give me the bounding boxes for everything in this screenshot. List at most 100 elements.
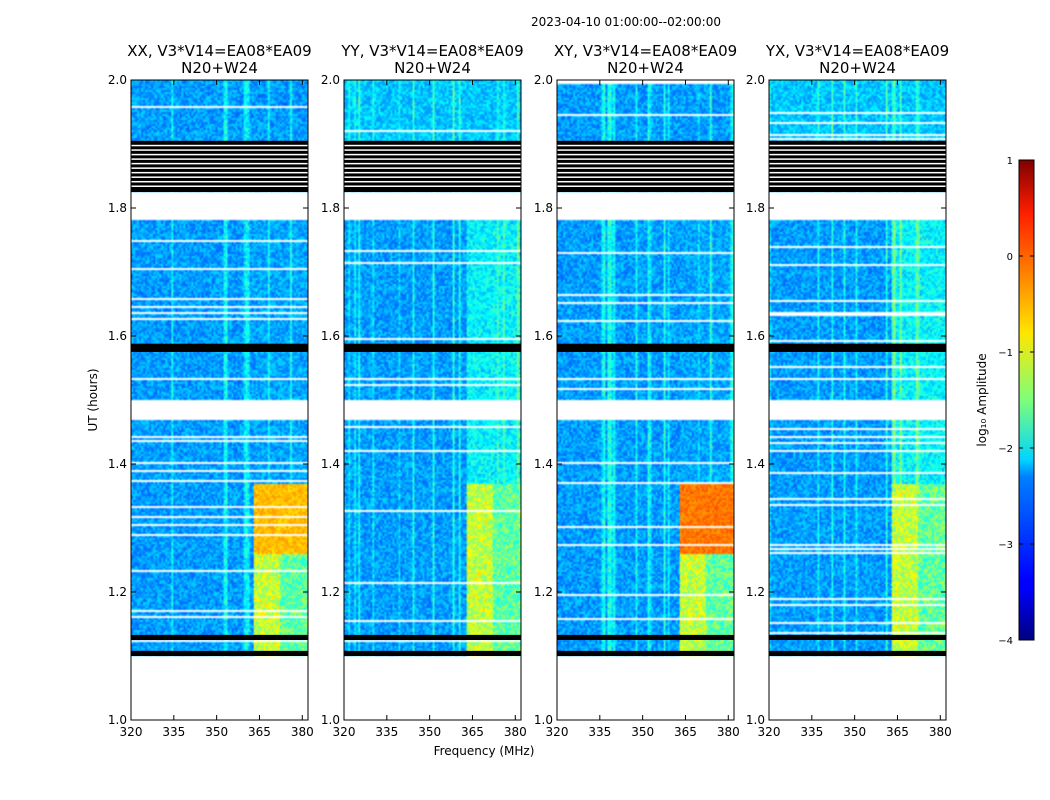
x-tick-label: 335 xyxy=(162,725,185,739)
x-tick-label: 380 xyxy=(929,725,952,739)
panel-1: 320 335 350 365 380 1.0 1.2 1.4 1.6 1.8 2.0XX, V3*… xyxy=(108,42,314,739)
panel-subtitle: N20+W24 xyxy=(819,59,896,77)
flag-gap-line xyxy=(131,158,308,160)
flag-gap-line xyxy=(344,162,521,165)
flag-gap-line xyxy=(344,149,521,151)
flag-gap-line xyxy=(131,162,308,165)
colorbar-tick-label: −3 xyxy=(998,540,1013,551)
colorbar-tick-label: −1 xyxy=(998,348,1013,359)
flagged-band xyxy=(769,650,946,656)
plot-frame xyxy=(130,79,309,721)
flag-gap-line xyxy=(769,158,946,160)
y-tick-label: 1.8 xyxy=(746,201,765,215)
y-tick-label: 1.0 xyxy=(108,713,127,727)
y-tick-label: 1.2 xyxy=(534,585,553,599)
flagged-band xyxy=(769,140,946,192)
y-tick-label: 1.2 xyxy=(746,585,765,599)
x-tick-label: 350 xyxy=(418,725,441,739)
flagged-band xyxy=(344,634,521,640)
x-tick-label: 380 xyxy=(504,725,527,739)
flagged-band xyxy=(557,634,734,640)
x-tick-label: 335 xyxy=(800,725,823,739)
x-tick-label: 320 xyxy=(758,725,781,739)
flag-gap-line xyxy=(344,176,521,178)
flag-gap-line xyxy=(557,144,734,147)
flag-gap-line xyxy=(769,153,946,156)
x-tick-label: 350 xyxy=(843,725,866,739)
flagged-band xyxy=(344,140,521,192)
panel-subtitle: N20+W24 xyxy=(394,59,471,77)
x-tick-label: 365 xyxy=(674,725,697,739)
flag-gap-line xyxy=(557,180,734,183)
colorbar-tick-label: 0 xyxy=(1007,252,1013,263)
flag-gap-line xyxy=(557,171,734,174)
flagged-band xyxy=(131,634,308,640)
colorbar: 1 0 −1 −2 −3 −4 log₁₀ Amplitude xyxy=(975,156,1035,647)
flag-gap-line xyxy=(131,185,308,187)
colorbar-tick-label: −2 xyxy=(998,444,1013,455)
flag-gap-line xyxy=(557,162,734,165)
y-tick-label: 1.0 xyxy=(746,713,765,727)
colorbar-tick-label: −4 xyxy=(998,636,1013,647)
x-tick-label: 335 xyxy=(375,725,398,739)
panel-title: YX, V3*V14=EA08*EA09 xyxy=(765,42,949,60)
flag-gap-line xyxy=(557,185,734,187)
x-tick-label: 365 xyxy=(248,725,271,739)
y-tick-label: 1.6 xyxy=(534,329,553,343)
y-axis-label: UT (hours) xyxy=(86,368,100,431)
flag-gap-line xyxy=(344,158,521,160)
flag-gap-line xyxy=(769,171,946,174)
x-tick-label: 350 xyxy=(205,725,228,739)
flagged-band xyxy=(557,140,734,192)
x-tick-label: 350 xyxy=(631,725,654,739)
flagged-band xyxy=(769,343,946,352)
panel-2: 320 335 350 365 380 1.0 1.2 1.4 1.6 1.8 2.0YY, V3*… xyxy=(321,42,527,739)
y-tick-label: 1.2 xyxy=(108,585,127,599)
x-tick-label: 320 xyxy=(546,725,569,739)
x-tick-label: 335 xyxy=(588,725,611,739)
plot-frame xyxy=(768,79,947,721)
y-tick-label: 2.0 xyxy=(534,73,553,87)
panel-4: 320 335 350 365 380 1.0 1.2 1.4 1.6 1.8 2.0YX, V3*… xyxy=(746,42,952,739)
flag-gap-line xyxy=(557,158,734,160)
y-tick-label: 1.4 xyxy=(746,457,765,471)
flag-gap-line xyxy=(769,167,946,169)
y-tick-label: 1.6 xyxy=(108,329,127,343)
flag-gap-line xyxy=(131,153,308,156)
flagged-band xyxy=(131,343,308,352)
flag-gap-line xyxy=(344,167,521,169)
flagged-band xyxy=(344,650,521,656)
colorbar-tick-label: 1 xyxy=(1007,156,1013,167)
flag-gap-line xyxy=(344,180,521,183)
flagged-band xyxy=(557,343,734,352)
y-tick-label: 1.4 xyxy=(108,457,127,471)
flagged-band xyxy=(344,343,521,352)
y-tick-label: 2.0 xyxy=(321,73,340,87)
y-tick-label: 2.0 xyxy=(108,73,127,87)
flag-gap-line xyxy=(131,171,308,174)
flag-gap-line xyxy=(131,176,308,178)
y-tick-label: 1.6 xyxy=(321,329,340,343)
colorbar-gradient xyxy=(1018,159,1035,641)
flag-gap-line xyxy=(131,149,308,151)
flag-gap-line xyxy=(344,185,521,187)
panel-subtitle: N20+W24 xyxy=(181,59,258,77)
y-tick-label: 1.0 xyxy=(534,713,553,727)
x-tick-label: 380 xyxy=(717,725,740,739)
flagged-band xyxy=(131,650,308,656)
flag-gap-line xyxy=(344,171,521,174)
flagged-band xyxy=(131,140,308,192)
y-tick-label: 1.6 xyxy=(746,329,765,343)
panel-title: XX, V3*V14=EA08*EA09 xyxy=(127,42,311,60)
flagged-band xyxy=(769,634,946,640)
plot-frame xyxy=(556,79,735,721)
panel-title: YY, V3*V14=EA08*EA09 xyxy=(340,42,523,60)
flag-gap-line xyxy=(769,180,946,183)
flag-gap-line xyxy=(557,149,734,151)
panel-subtitle: N20+W24 xyxy=(607,59,684,77)
flag-gap-line xyxy=(769,149,946,151)
x-tick-label: 380 xyxy=(291,725,314,739)
y-tick-label: 2.0 xyxy=(746,73,765,87)
y-tick-label: 1.0 xyxy=(321,713,340,727)
